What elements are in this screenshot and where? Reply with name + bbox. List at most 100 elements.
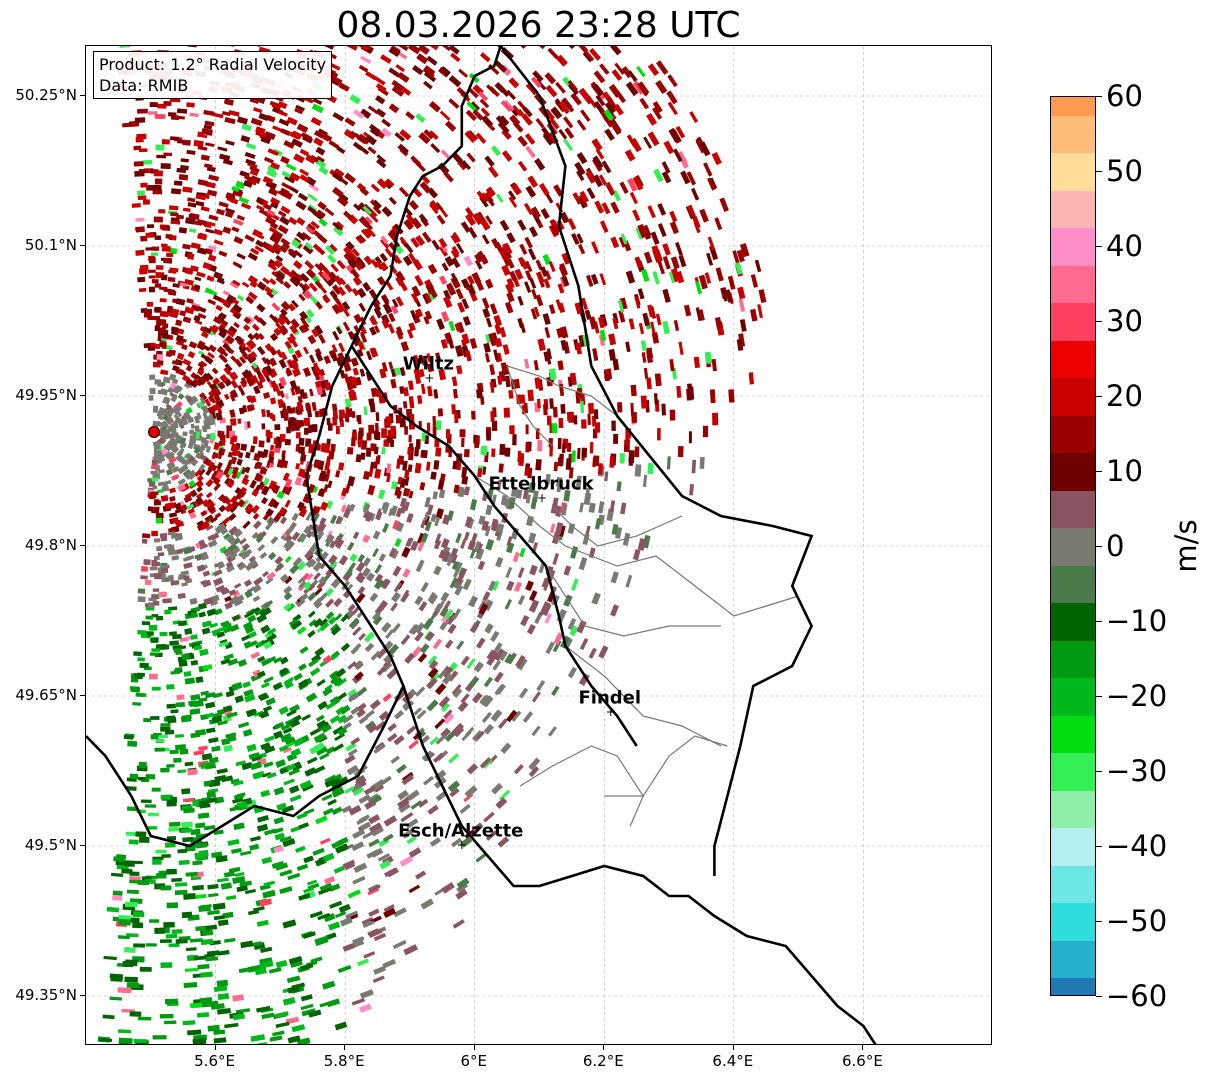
- velocity-gate: [440, 149, 450, 159]
- velocity-gate: [625, 341, 631, 353]
- velocity-gate: [474, 437, 480, 448]
- velocity-gate: [494, 82, 506, 94]
- velocity-gate: [144, 579, 152, 586]
- velocity-gate: [316, 155, 325, 163]
- velocity-gate: [305, 403, 312, 411]
- velocity-gate: [449, 787, 460, 798]
- velocity-gate: [231, 614, 241, 622]
- velocity-gate: [332, 171, 344, 182]
- velocity-gate: [289, 333, 297, 341]
- velocity-gate: [480, 192, 490, 203]
- velocity-gate: [195, 822, 206, 829]
- velocity-gate: [196, 368, 205, 376]
- data-source-label: Data: RMIB: [99, 76, 189, 95]
- velocity-gate: [454, 561, 463, 572]
- velocity-gate: [155, 739, 165, 743]
- velocity-gate: [255, 239, 264, 248]
- velocity-gate: [576, 119, 587, 131]
- velocity-gate: [578, 87, 592, 102]
- velocity-gate: [299, 533, 307, 542]
- velocity-gate: [610, 571, 619, 584]
- info-box: Product: 1.2° Radial Velocity Data: RMIB: [93, 51, 333, 99]
- velocity-gate: [404, 426, 408, 435]
- velocity-gate: [316, 678, 326, 687]
- velocity-gate: [257, 332, 265, 341]
- velocity-gate: [229, 281, 240, 289]
- velocity-gate: [483, 723, 494, 735]
- velocity-gate: [576, 387, 583, 399]
- velocity-gate: [643, 251, 653, 264]
- velocity-gate: [432, 416, 436, 425]
- velocity-gate: [207, 883, 219, 890]
- velocity-gate: [241, 123, 252, 132]
- velocity-gate: [151, 686, 161, 691]
- velocity-gate: [204, 163, 213, 169]
- velocity-gate: [667, 74, 678, 88]
- velocity-gate: [390, 378, 397, 389]
- velocity-gate: [489, 381, 495, 393]
- velocity-gate: [318, 262, 328, 272]
- velocity-gate: [680, 170, 691, 185]
- velocity-gate: [146, 631, 154, 636]
- velocity-gate: [208, 344, 217, 353]
- lon-tick: [473, 1045, 475, 1050]
- velocity-gate: [546, 353, 552, 365]
- velocity-gate: [266, 209, 276, 217]
- velocity-gate: [329, 900, 343, 909]
- velocity-gate: [341, 301, 351, 311]
- velocity-gate: [271, 302, 281, 312]
- velocity-gate: [283, 412, 289, 422]
- velocity-gate: [273, 816, 285, 825]
- velocity-gate: [261, 637, 272, 646]
- velocity-gate: [248, 555, 257, 563]
- velocity-gate: [232, 261, 241, 268]
- velocity-gate: [372, 975, 385, 983]
- velocity-gate: [486, 431, 491, 441]
- velocity-gate: [215, 304, 223, 312]
- velocity-gate: [327, 798, 337, 806]
- velocity-gate: [296, 863, 309, 872]
- velocity-gate: [280, 155, 290, 165]
- velocity-gate: [352, 786, 365, 797]
- velocity-gate: [268, 226, 278, 235]
- velocity-gate: [274, 555, 284, 565]
- velocity-gate: [490, 630, 500, 643]
- velocity-gate: [575, 475, 582, 488]
- velocity-gate: [552, 552, 560, 566]
- velocity-gate: [397, 72, 410, 83]
- velocity-gate: [178, 859, 190, 865]
- velocity-gate: [170, 114, 180, 121]
- velocity-gate: [164, 1020, 177, 1025]
- velocity-gate: [332, 226, 344, 237]
- velocity-gate: [389, 548, 397, 558]
- velocity-gate: [278, 506, 287, 516]
- velocity-gate: [288, 956, 303, 965]
- velocity-gate: [630, 384, 637, 397]
- velocity-gate: [551, 220, 561, 234]
- velocity-gate: [728, 389, 735, 403]
- velocity-gate: [641, 224, 652, 238]
- velocity-gate: [192, 379, 200, 387]
- velocity-gate: [236, 214, 245, 221]
- velocity-gate: [262, 889, 276, 899]
- velocity-gate: [220, 439, 226, 446]
- velocity-gate: [537, 338, 546, 352]
- velocity-gate: [169, 434, 174, 440]
- velocity-gate: [351, 248, 360, 257]
- velocity-gate: [150, 716, 160, 720]
- country-boundary: [86, 46, 502, 848]
- velocity-gate: [218, 250, 228, 258]
- velocity-gate: [332, 676, 344, 687]
- velocity-gate: [147, 269, 156, 273]
- colorbar-band: [1051, 247, 1095, 267]
- velocity-gate: [297, 395, 303, 404]
- velocity-gate: [463, 255, 474, 267]
- velocity-gate: [368, 822, 382, 833]
- velocity-gate: [291, 1024, 306, 1033]
- velocity-gate: [311, 401, 317, 411]
- velocity-gate: [576, 233, 584, 244]
- velocity-gate: [259, 960, 274, 969]
- velocity-gate: [160, 381, 166, 387]
- velocity-gate: [256, 450, 264, 458]
- velocity-gate: [187, 1029, 202, 1036]
